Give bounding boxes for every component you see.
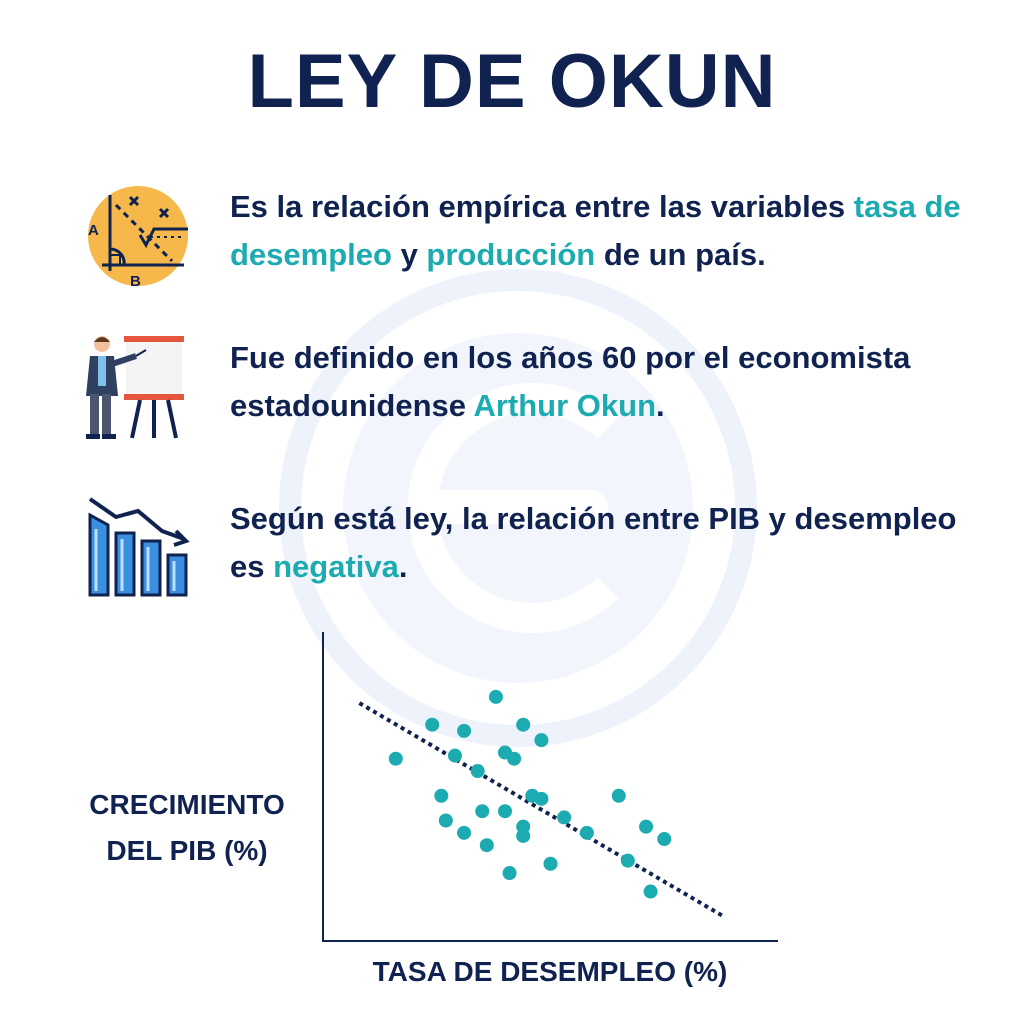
y-axis-label-line-1: CRECIMIENTO bbox=[89, 789, 285, 820]
scatter-point bbox=[425, 717, 440, 732]
body-text: Según está ley, la relación entre PIB y … bbox=[230, 501, 957, 584]
scatter-point bbox=[611, 788, 626, 803]
scatter-point bbox=[516, 828, 531, 843]
scatter-point bbox=[543, 856, 558, 871]
y-axis-label: CRECIMIENTO DEL PIB (%) bbox=[62, 782, 312, 874]
info-item-origin: Fue definido en los años 60 por el econo… bbox=[80, 334, 980, 454]
scatter-point bbox=[534, 733, 549, 748]
body-text: Fue definido en los años 60 por el econo… bbox=[230, 340, 911, 423]
highlight-text: negativa bbox=[273, 549, 399, 584]
icon-label-a: A bbox=[88, 222, 99, 239]
trend-line bbox=[358, 701, 725, 919]
scatter-point bbox=[388, 751, 403, 766]
x-axis-label: TASA DE DESEMPLEO (%) bbox=[372, 956, 728, 987]
body-text: de un país. bbox=[595, 237, 766, 272]
scatter-point bbox=[447, 748, 462, 763]
presenter-icon bbox=[86, 336, 184, 439]
scatter-point bbox=[639, 819, 654, 834]
scatter-point bbox=[438, 813, 453, 828]
scatter-point bbox=[534, 791, 549, 806]
declining-bar-chart-icon bbox=[88, 497, 190, 597]
scatter-point bbox=[498, 804, 512, 819]
icon-label-b: B bbox=[130, 273, 141, 290]
scatter-point bbox=[434, 788, 449, 803]
scatter-point bbox=[657, 832, 672, 847]
scatter-point bbox=[507, 751, 522, 766]
highlight-text: Arthur Okun bbox=[473, 388, 657, 423]
body-text: . bbox=[656, 388, 665, 423]
body-text: y bbox=[391, 237, 427, 272]
scatter-chart bbox=[322, 632, 778, 942]
scatter-point bbox=[643, 884, 658, 899]
scatter-point bbox=[479, 838, 494, 853]
body-text: Es la relación empírica entre las variab… bbox=[230, 189, 854, 224]
highlight-text: producción bbox=[426, 237, 596, 272]
info-item-definition: A B Es la relación empírica entre las va… bbox=[80, 183, 980, 303]
geometry-graph-icon: A B bbox=[88, 186, 188, 290]
watermark-logo bbox=[279, 269, 757, 747]
item-text: Fue definido en los años 60 por el econo… bbox=[230, 334, 990, 430]
scatter-point bbox=[557, 810, 572, 825]
scatter-point bbox=[470, 764, 485, 779]
scatter-point bbox=[502, 866, 517, 881]
info-item-relation: Según está ley, la relación entre PIB y … bbox=[80, 495, 980, 615]
scatter-point bbox=[457, 825, 472, 840]
item-text: Según está ley, la relación entre PIB y … bbox=[230, 495, 990, 591]
body-text: . bbox=[398, 549, 408, 584]
scatter-point bbox=[579, 825, 594, 840]
scatter-point bbox=[457, 723, 472, 738]
scatter-point bbox=[516, 717, 531, 732]
scatter-point bbox=[475, 804, 490, 819]
scatter-point bbox=[620, 853, 635, 868]
y-axis-label-line-2: DEL PIB (%) bbox=[106, 835, 268, 866]
highlight-text: tasa de desempleo bbox=[230, 189, 961, 272]
page-title: LEY DE OKUN bbox=[247, 39, 777, 124]
scatter-point bbox=[488, 689, 503, 704]
item-text: Es la relación empírica entre las variab… bbox=[230, 183, 990, 279]
